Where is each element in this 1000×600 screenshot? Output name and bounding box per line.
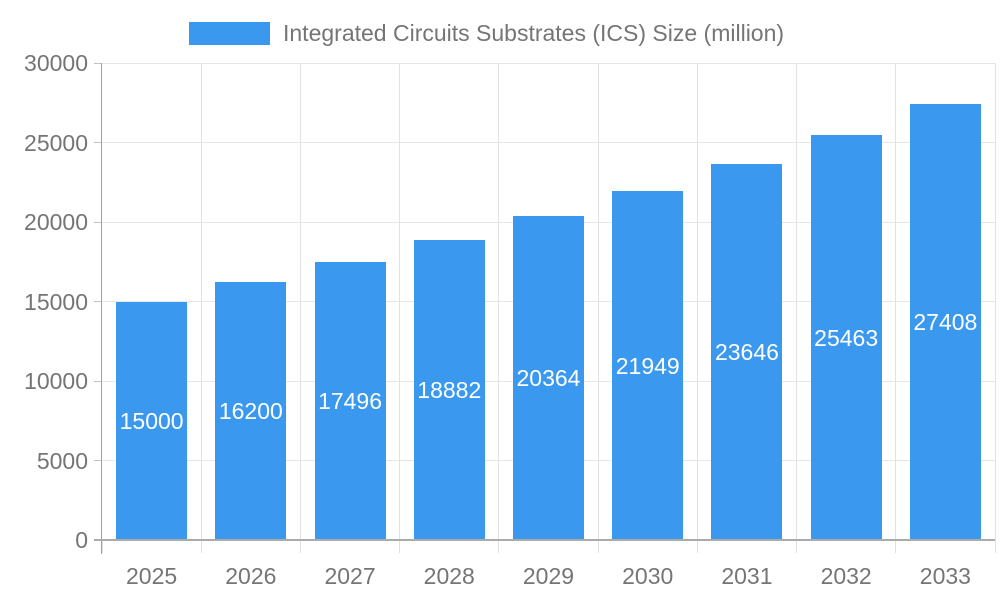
bar-2032[interactable]: [810, 135, 882, 539]
y-axis-label: 0: [75, 527, 88, 553]
gridline-vertical: [498, 63, 500, 540]
bar-2033[interactable]: [909, 104, 981, 539]
x-axis-label: 2027: [324, 563, 376, 589]
y-axis-tick-mark: [94, 62, 102, 64]
x-axis-label: 2033: [919, 563, 971, 589]
y-axis-label: 10000: [24, 368, 88, 394]
gridline-horizontal: [102, 62, 995, 64]
y-axis-label: 20000: [24, 209, 88, 235]
legend-swatch: [189, 21, 270, 45]
y-axis-label: 15000: [24, 288, 88, 315]
gridline-vertical: [696, 63, 698, 540]
gridline-vertical: [895, 63, 897, 540]
bar-2028[interactable]: [413, 239, 485, 539]
x-axis-label: 2030: [622, 563, 674, 589]
x-axis-label: 2032: [820, 563, 872, 589]
gridline-vertical: [994, 63, 996, 540]
x-axis-tick-mark: [597, 540, 599, 553]
x-axis-tick-mark: [399, 540, 401, 553]
x-axis-label: 2025: [126, 563, 178, 589]
x-axis-label: 2029: [522, 563, 575, 589]
x-axis-tick-mark: [299, 540, 301, 553]
y-axis-label: 25000: [24, 129, 88, 156]
y-axis-tick-mark: [94, 221, 102, 223]
gridline-horizontal: [102, 142, 995, 143]
gridline-vertical: [796, 63, 798, 540]
y-axis-label: 30000: [24, 50, 88, 76]
bar-2027[interactable]: [314, 261, 386, 539]
y-axis-tick-mark: [94, 380, 102, 382]
bar-2031[interactable]: [711, 164, 783, 539]
bar-2029[interactable]: [513, 216, 584, 539]
x-axis-tick-mark: [101, 540, 103, 553]
x-axis-tick-mark: [796, 540, 798, 553]
gridline-vertical: [200, 63, 202, 540]
y-axis-label: 5000: [36, 447, 88, 474]
x-axis-label: 2026: [225, 563, 277, 589]
x-axis-tick-mark: [994, 540, 996, 553]
y-axis-line: [101, 63, 102, 554]
y-axis-tick-mark: [94, 301, 102, 302]
x-axis-tick-mark: [895, 540, 897, 553]
gridline-vertical: [299, 63, 301, 540]
gridline-vertical: [597, 63, 599, 540]
x-axis-label: 2028: [423, 563, 475, 589]
x-axis-tick-mark: [498, 540, 500, 553]
x-axis-tick-mark: [696, 540, 698, 553]
gridline-vertical: [399, 63, 401, 540]
bar-2025[interactable]: [116, 301, 188, 539]
y-axis-tick-mark: [94, 142, 102, 143]
x-axis-label: 2031: [721, 563, 773, 589]
x-axis-line: [94, 539, 995, 541]
legend-label: Integrated Circuits Substrates (ICS) Siz…: [283, 20, 785, 46]
bar-2026[interactable]: [215, 282, 287, 539]
chart-legend-item[interactable]: Integrated Circuits Substrates (ICS) Siz…: [189, 19, 784, 47]
x-axis-tick-mark: [200, 540, 202, 553]
bar-2030[interactable]: [612, 191, 684, 539]
y-axis-tick-mark: [94, 460, 102, 461]
